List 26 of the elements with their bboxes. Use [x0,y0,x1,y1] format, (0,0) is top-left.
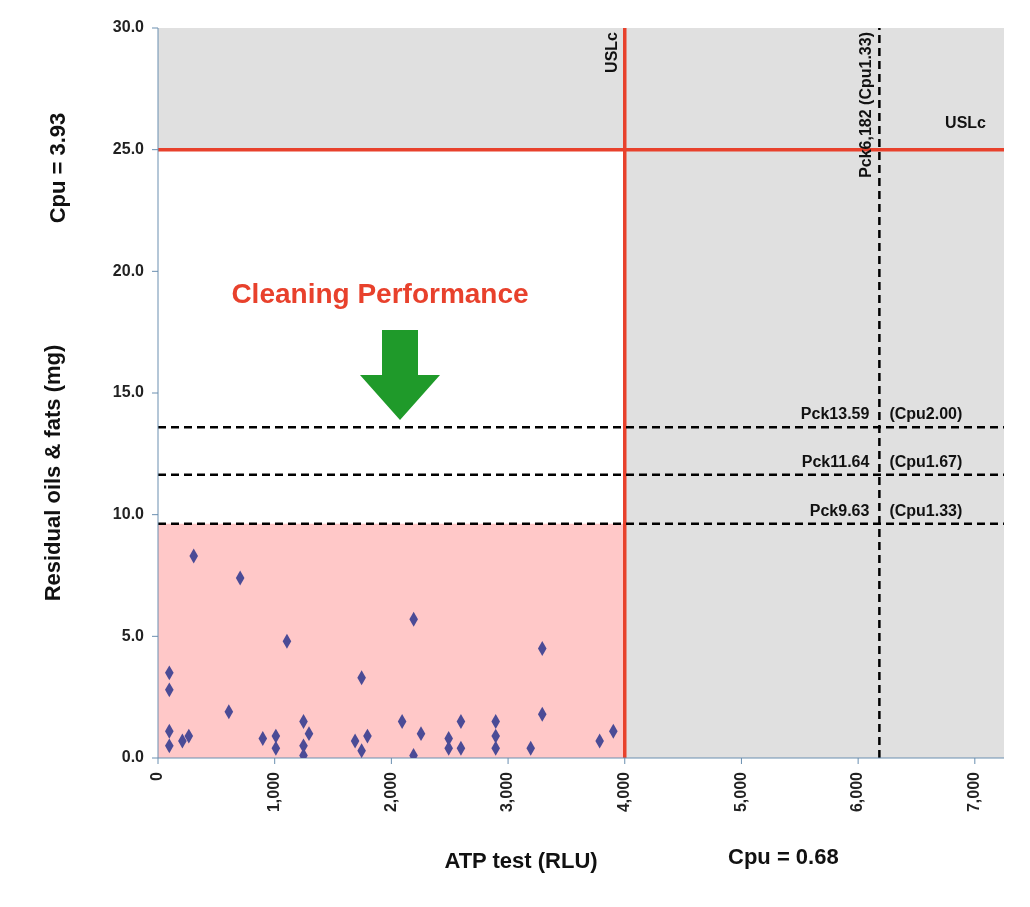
text: Cpu = 0.68 [728,844,839,870]
x-tick-label: 6,000 [848,771,866,813]
x-tick-label: 1,000 [264,771,282,813]
ref-line-label: USLc [602,31,620,73]
y-tick-label: 25.0 [112,139,145,157]
x-tick-label: 0 [148,771,166,781]
x-tick-label: 5,000 [731,771,749,813]
text: Pck11.64 (Cpu1.67) [801,452,963,470]
x-tick-label: 2,000 [381,771,399,813]
y-tick-label: 10.0 [112,504,145,522]
x-tick-label: 3,000 [498,771,516,813]
ref-line-label: USLc [945,113,987,131]
y-tick-label: 0.0 [121,748,145,766]
y-tick-label: 15.0 [112,383,145,401]
y-axis-title: Residual oils & fats (mg) [39,344,65,602]
x-tick-label: 7,000 [965,771,983,813]
x-axis-title: ATP test (RLU) [444,848,598,873]
y-tick-label: 5.0 [121,626,145,644]
annotation: Cleaning Performance [231,278,529,310]
y-tick-label: 20.0 [112,261,145,279]
text: Pck13.59 (Cpu2.00) [800,405,963,423]
text: Pck9.63 (Cpu1.33) [809,501,963,519]
ref-line-label: Pck6,182 (Cpu1.33) [857,32,875,178]
text: Cpu = 3.93 [45,112,71,224]
y-tick-label: 30.0 [112,18,145,36]
x-tick-label: 4,000 [614,771,632,813]
